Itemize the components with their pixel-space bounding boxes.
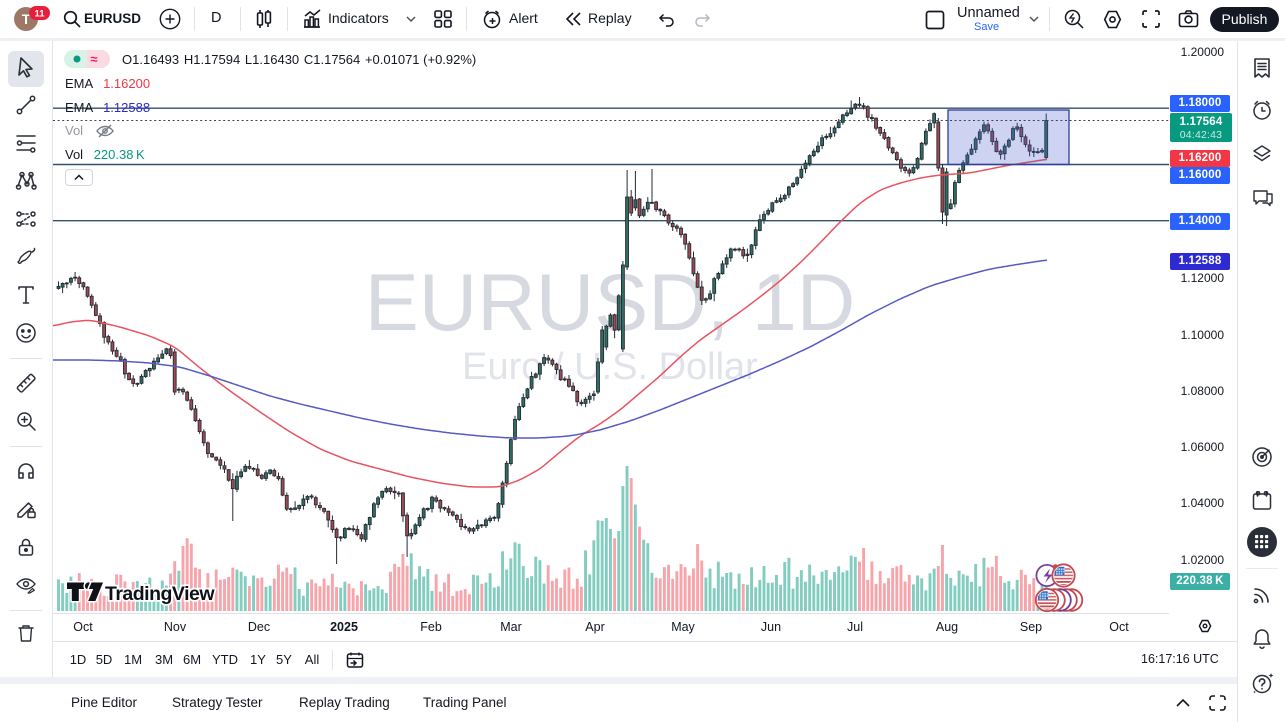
svg-text:T: T	[22, 11, 31, 27]
svg-text:Euro / U.S. Dollar: Euro / U.S. Dollar	[462, 346, 758, 388]
svg-text:11: 11	[34, 9, 45, 20]
svg-text:TradingView: TradingView	[105, 583, 215, 605]
svg-text:EURUSD, 1D: EURUSD, 1D	[365, 258, 856, 348]
svg-text:≈: ≈	[90, 52, 97, 67]
